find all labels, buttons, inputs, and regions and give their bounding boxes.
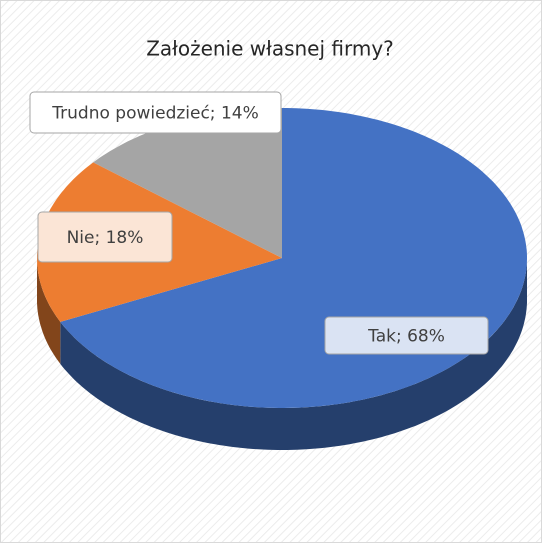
data-label: Nie; 18%	[67, 228, 144, 248]
pie-side	[37, 258, 61, 364]
data-label: Trudno powiedzieć; 14%	[51, 104, 258, 124]
chart-title: Założenie własnej firmy?	[146, 37, 394, 61]
pie-slice	[93, 108, 282, 258]
data-label-box	[29, 91, 282, 134]
data-label-box	[37, 211, 173, 263]
data-label: Tak; 68%	[367, 327, 445, 347]
data-label-box	[324, 316, 489, 355]
pie-side	[60, 258, 528, 450]
